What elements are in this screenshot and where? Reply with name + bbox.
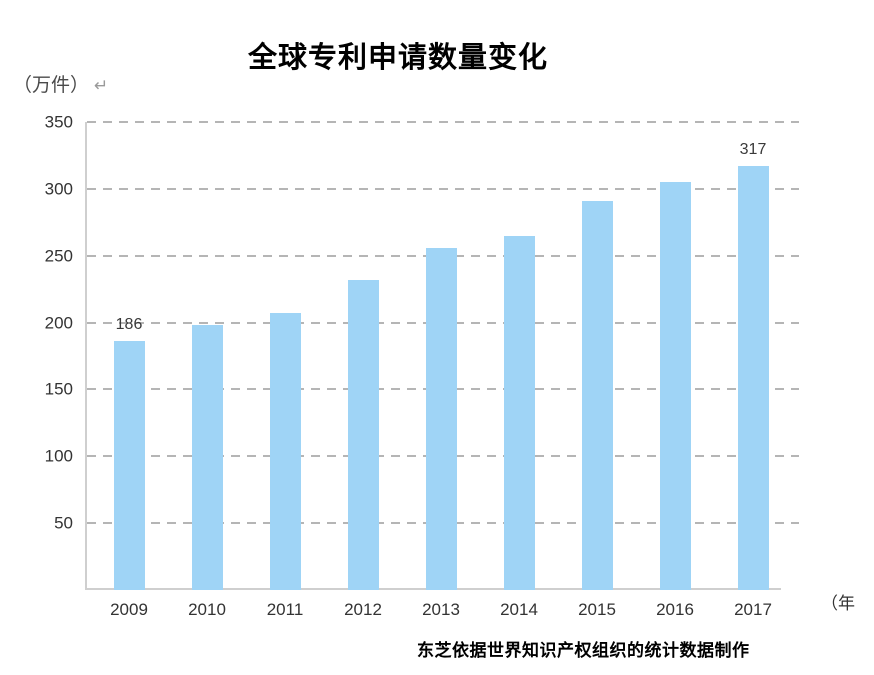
bar-2016 (659, 182, 691, 590)
y-tick-label-150: 150 (44, 379, 73, 399)
y-tick-label-300: 300 (44, 179, 73, 199)
y-tick-label-200: 200 (44, 313, 73, 333)
y-tick-label-100: 100 (44, 446, 73, 466)
chart-title: 全球专利申请数量变化 (248, 42, 549, 74)
x-tick-label-2010: 2010 (188, 600, 226, 619)
gridline-300 (87, 188, 799, 190)
y-axis-unit-text: （万件） (13, 75, 90, 96)
bar-2011 (269, 313, 301, 590)
y-tick-label-350: 350 (44, 112, 73, 132)
bar-2014 (503, 236, 535, 590)
y-tick-label-50: 50 (54, 513, 73, 533)
bar-2013 (425, 248, 457, 590)
x-tick-label-2011: 2011 (266, 600, 304, 619)
bar-2012 (347, 280, 379, 590)
x-axis-unit-label: （年 (821, 594, 855, 613)
y-axis-unit-label: （万件） ↵ (13, 70, 108, 97)
x-tick-label-2017: 2017 (734, 600, 772, 619)
x-tick-label-2015: 2015 (578, 600, 616, 619)
x-tick-label-2009: 2009 (110, 600, 148, 619)
x-tick-label-2016: 2016 (656, 600, 694, 619)
x-tick-label-2013: 2013 (422, 600, 460, 619)
bar-2010 (191, 325, 223, 590)
value-label-2009: 186 (115, 316, 143, 333)
bar-2017 (737, 166, 769, 590)
value-label-2017: 317 (739, 141, 767, 158)
source-credit: 东芝依据世界知识产权组织的统计数据制作 (417, 641, 750, 660)
bar-2009 (113, 341, 145, 590)
x-tick-label-2014: 2014 (500, 600, 538, 619)
plot-area: 50 100 150 200 250 300 350 2009 2010 2011 2012 2013… (45, 114, 799, 619)
return-mark-icon: ↵ (94, 76, 109, 95)
gridline-350 (87, 121, 799, 123)
x-tick-label-2012: 2012 (344, 600, 382, 619)
bar-2015 (581, 201, 613, 590)
y-tick-label-250: 250 (44, 246, 73, 266)
